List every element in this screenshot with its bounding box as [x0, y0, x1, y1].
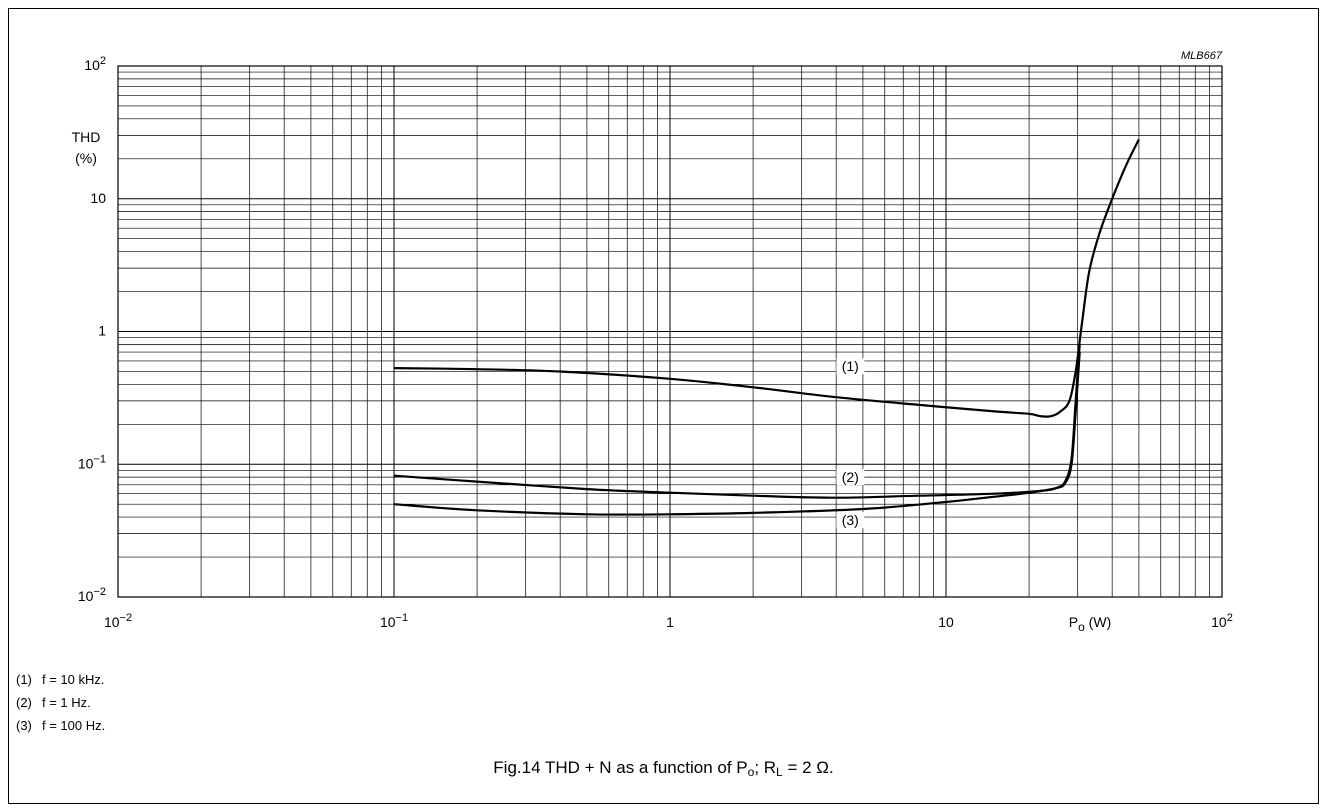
chart: 10−2 10−1 1 10 102 10−2 10−1 1 10 102 THD (%) Po (W)… [72, 50, 1233, 634]
caption-mid: ; R [754, 758, 777, 777]
caption-subscript-o: o [747, 765, 755, 779]
series-label-bg [836, 469, 865, 486]
note-number: (3) [16, 718, 32, 733]
caption-suffix: = 2 Ω. [782, 758, 834, 777]
series-label-1: (1) [842, 358, 859, 374]
y-axis-label: THD [72, 129, 101, 145]
y-tick-label: 10−2 [78, 586, 106, 604]
caption-subscript-l: L [776, 765, 783, 779]
figure-caption: Fig.14 THD + N as a function of Po; RL =… [0, 758, 1327, 779]
x-tick-label: 10−1 [380, 612, 408, 630]
note-number: (1) [16, 672, 32, 687]
series-label-2: (2) [842, 469, 859, 485]
series-label-bg [836, 512, 865, 529]
note-number: (2) [16, 695, 32, 710]
notes-list: (1) f = 10 kHz. (2) f = 1 Hz. (3) f = 10… [16, 668, 105, 737]
plot-border [117, 65, 1223, 598]
figure-frame [8, 8, 1319, 804]
caption-prefix: Fig.14 THD + N as a function of P [493, 758, 748, 777]
series-label-bg [836, 358, 865, 375]
y-axis-unit: (%) [75, 150, 97, 166]
x-tick-label: 1 [666, 614, 674, 630]
y-tick-label: 10 [90, 190, 106, 206]
x-axis-label: Po (W) [1069, 614, 1111, 634]
y-tick-label: 102 [84, 55, 106, 73]
note-text: f = 100 Hz. [42, 718, 106, 733]
y-tick-label: 1 [98, 323, 106, 339]
series-label-3: (3) [842, 512, 859, 528]
x-tick-label: 10−2 [104, 612, 132, 630]
y-tick-label: 10−1 [78, 453, 106, 471]
note-item: (2) f = 1 Hz. [16, 691, 105, 714]
x-tick-label: 10 [938, 614, 954, 630]
note-item: (3) f = 100 Hz. [16, 714, 105, 737]
note-text: f = 10 kHz. [42, 672, 105, 687]
chart-code: MLB667 [1181, 50, 1223, 62]
series-line-2 [393, 344, 1081, 499]
series-line-1 [393, 138, 1140, 418]
note-item: (1) f = 10 kHz. [16, 668, 105, 691]
series-line-3 [393, 352, 1081, 516]
note-text: f = 1 Hz. [42, 695, 91, 710]
x-tick-label: 102 [1211, 612, 1233, 630]
